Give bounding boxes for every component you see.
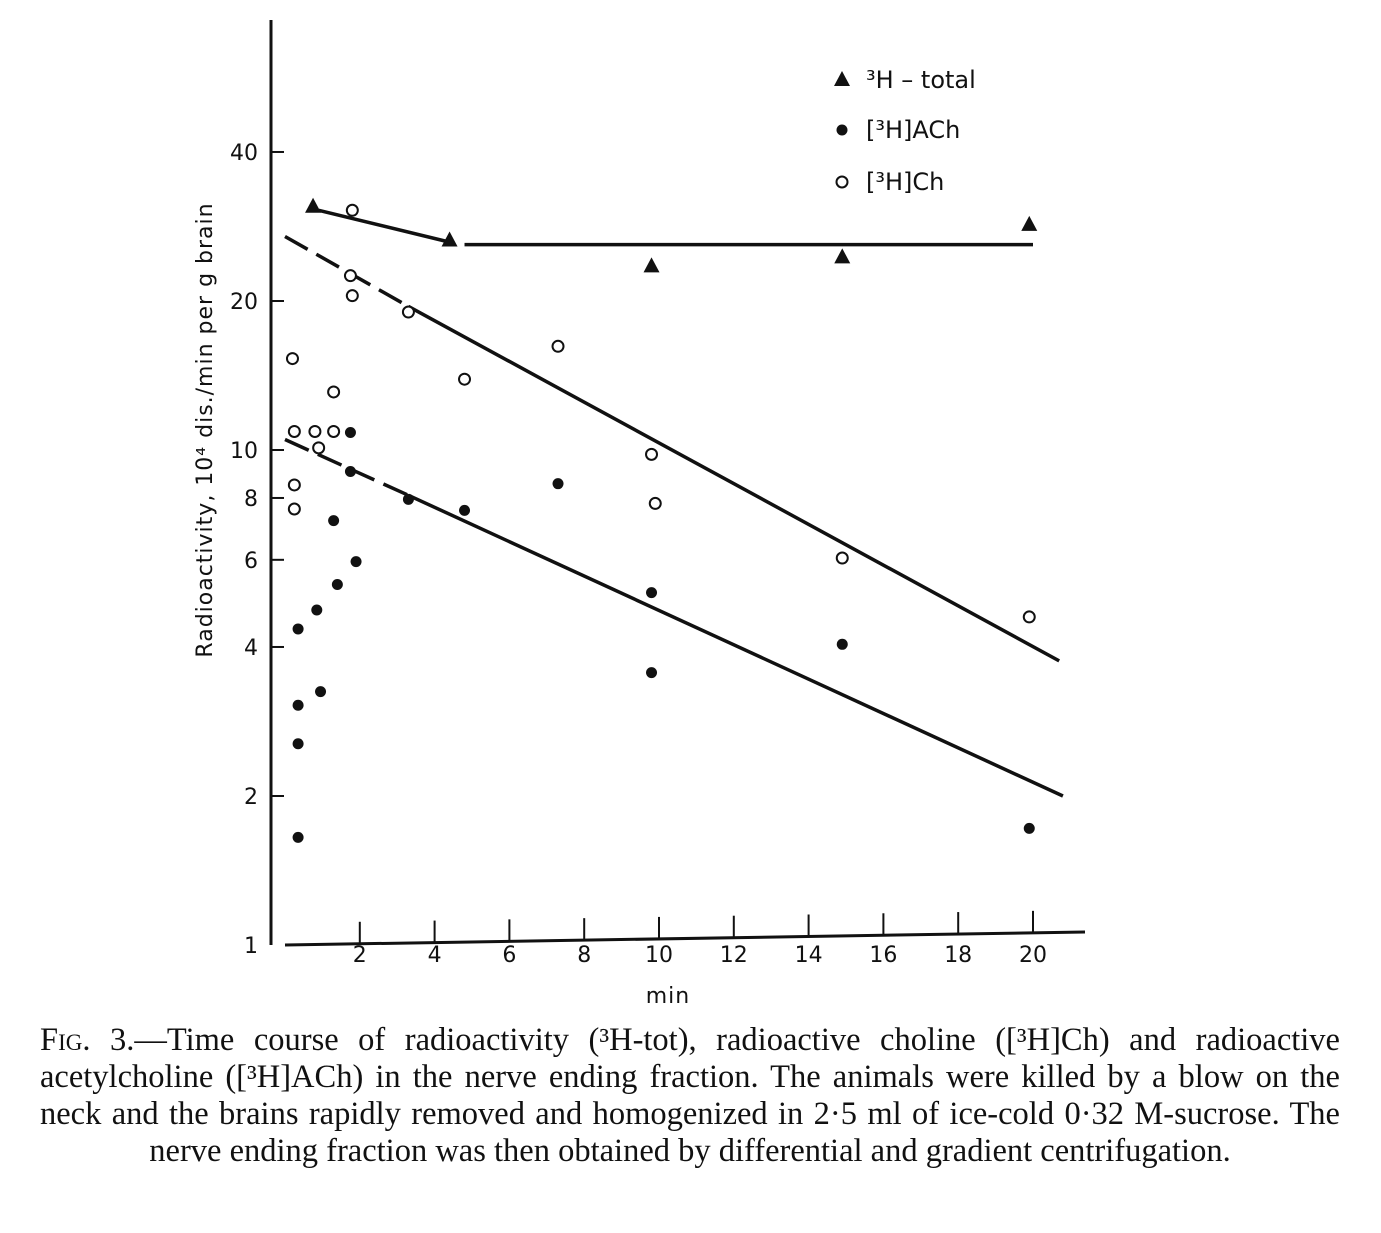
fit-line-ch [407,304,1061,663]
y-tick-label: 20 [230,290,258,315]
data-point-ch [648,496,662,510]
x-tick-label: 18 [944,943,972,968]
data-point-ch [327,385,341,399]
caption-fig-label: Fig. 3. [40,1022,135,1058]
data-point-ach [459,504,471,516]
fit-line-ach-dashed [284,437,410,497]
data-point-ch [327,424,341,438]
data-point-ach [1023,822,1035,834]
legend: ³H – total [³H]ACh [³H]Ch [834,66,976,196]
data-point-total [643,257,660,273]
legend-filled-circle-icon [836,124,848,136]
data-points-layer [285,197,1038,843]
x-tick-label: 14 [795,943,823,968]
data-point-ach [292,623,304,635]
data-point-ch [308,424,322,438]
data-point-ch [1022,610,1036,624]
data-point-ach [836,638,848,650]
x-tick-label: 10 [645,943,673,968]
fit-lines-layer [284,208,1064,798]
data-point-ach [315,686,327,698]
x-tick-label: 8 [577,943,591,968]
x-tick-label: 2 [353,943,367,968]
data-point-ach [350,556,362,568]
y-tick-label: 6 [244,549,258,574]
axes [269,20,1086,947]
data-point-ch [343,269,357,283]
data-point-ch [287,478,301,492]
legend-filled-triangle-icon [834,71,850,86]
legend-open-circle-icon [835,175,849,189]
data-point-ach [344,426,356,438]
data-point-ach [292,699,304,711]
figure-caption: Fig. 3.—Time course of radioactivity (³H… [40,1022,1340,1170]
data-point-ach [646,667,658,679]
legend-marker-ach [836,124,848,136]
legend-label-total: ³H – total [866,66,976,94]
data-point-ach [646,587,658,599]
x-tick-label: 12 [720,943,748,968]
x-tick-label: 20 [1019,943,1047,968]
data-point-ch [551,339,565,353]
y-tick-label: 40 [230,141,258,166]
data-point-total [1021,215,1038,231]
data-point-ach [552,478,564,490]
data-point-ch [835,551,849,565]
data-point-ch [285,352,299,366]
y-tick-label: 4 [244,636,258,661]
data-point-total [305,197,322,213]
data-point-ch [458,372,472,386]
legend-marker-ch [835,175,849,189]
y-tick-label: 2 [244,785,258,810]
y-tick-label: 10 [230,439,258,464]
data-point-ch [345,203,359,217]
legend-label-ach: [³H]ACh [866,116,960,144]
x-axis-line [284,930,1086,947]
data-point-ch [287,424,301,438]
y-tick-label: 1 [244,934,258,959]
data-point-total [834,248,851,264]
y-tick-label: 8 [244,487,258,512]
y-axis-title: Radioactivity, 10⁴ dis./min per g brain [193,202,218,657]
data-point-ach [292,831,304,843]
caption-text: —Time course of radioactivity (³H-tot), … [40,1022,1340,1169]
data-point-ch [312,441,326,455]
data-point-ach [311,604,323,616]
x-tick-label: 6 [502,943,516,968]
data-point-total [441,231,458,247]
legend-marker-total [834,71,850,86]
data-point-ach [292,738,304,750]
data-point-ach [331,578,343,590]
data-point-ch [287,502,301,516]
data-point-ch [401,305,415,319]
data-point-ach [344,465,356,477]
fit-line-total [318,208,450,244]
x-tick-label: 4 [428,943,442,968]
fit-line-ach [407,493,1064,798]
legend-label-ch: [³H]Ch [866,168,944,196]
x-tick-label: 16 [869,943,897,968]
fit-line-ch-dashed [284,234,410,308]
data-point-ach [402,493,414,505]
data-point-ch [645,447,659,461]
data-point-ach [328,515,340,527]
x-axis-title: min [646,984,691,1009]
data-point-ch [345,289,359,303]
